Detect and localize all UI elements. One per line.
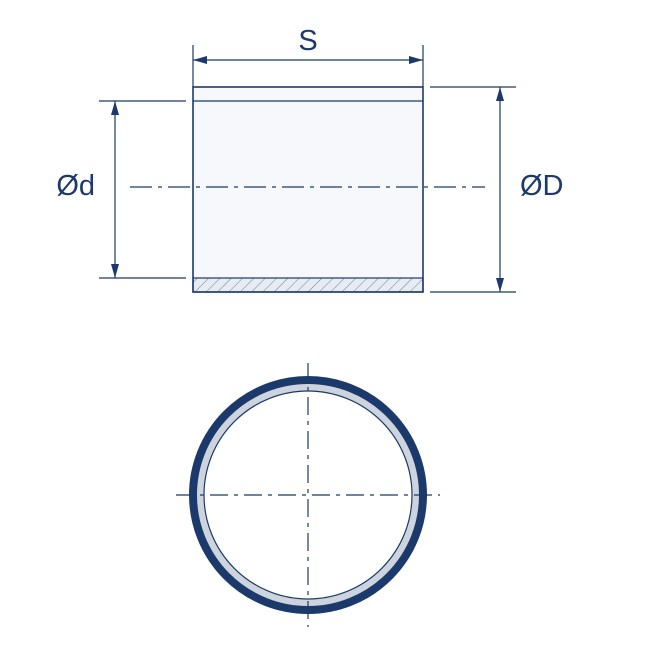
arrowhead xyxy=(193,56,207,64)
section-hatch-band xyxy=(193,278,423,292)
arrowhead xyxy=(111,101,119,115)
arrowhead xyxy=(496,278,504,292)
arrowhead xyxy=(111,264,119,278)
dimension-outer-diameter xyxy=(430,87,516,292)
arrowhead xyxy=(409,56,423,64)
label-outer-diameter: ØD xyxy=(520,170,564,203)
label-inner-diameter: Ød xyxy=(56,170,95,203)
side-elevation-view xyxy=(99,45,516,292)
dimension-inner-diameter xyxy=(99,101,186,278)
arrowhead xyxy=(496,87,504,101)
bush-body-shade xyxy=(193,87,423,292)
end-view xyxy=(176,363,440,627)
technical-drawing xyxy=(0,0,671,670)
label-s: S xyxy=(268,25,348,58)
